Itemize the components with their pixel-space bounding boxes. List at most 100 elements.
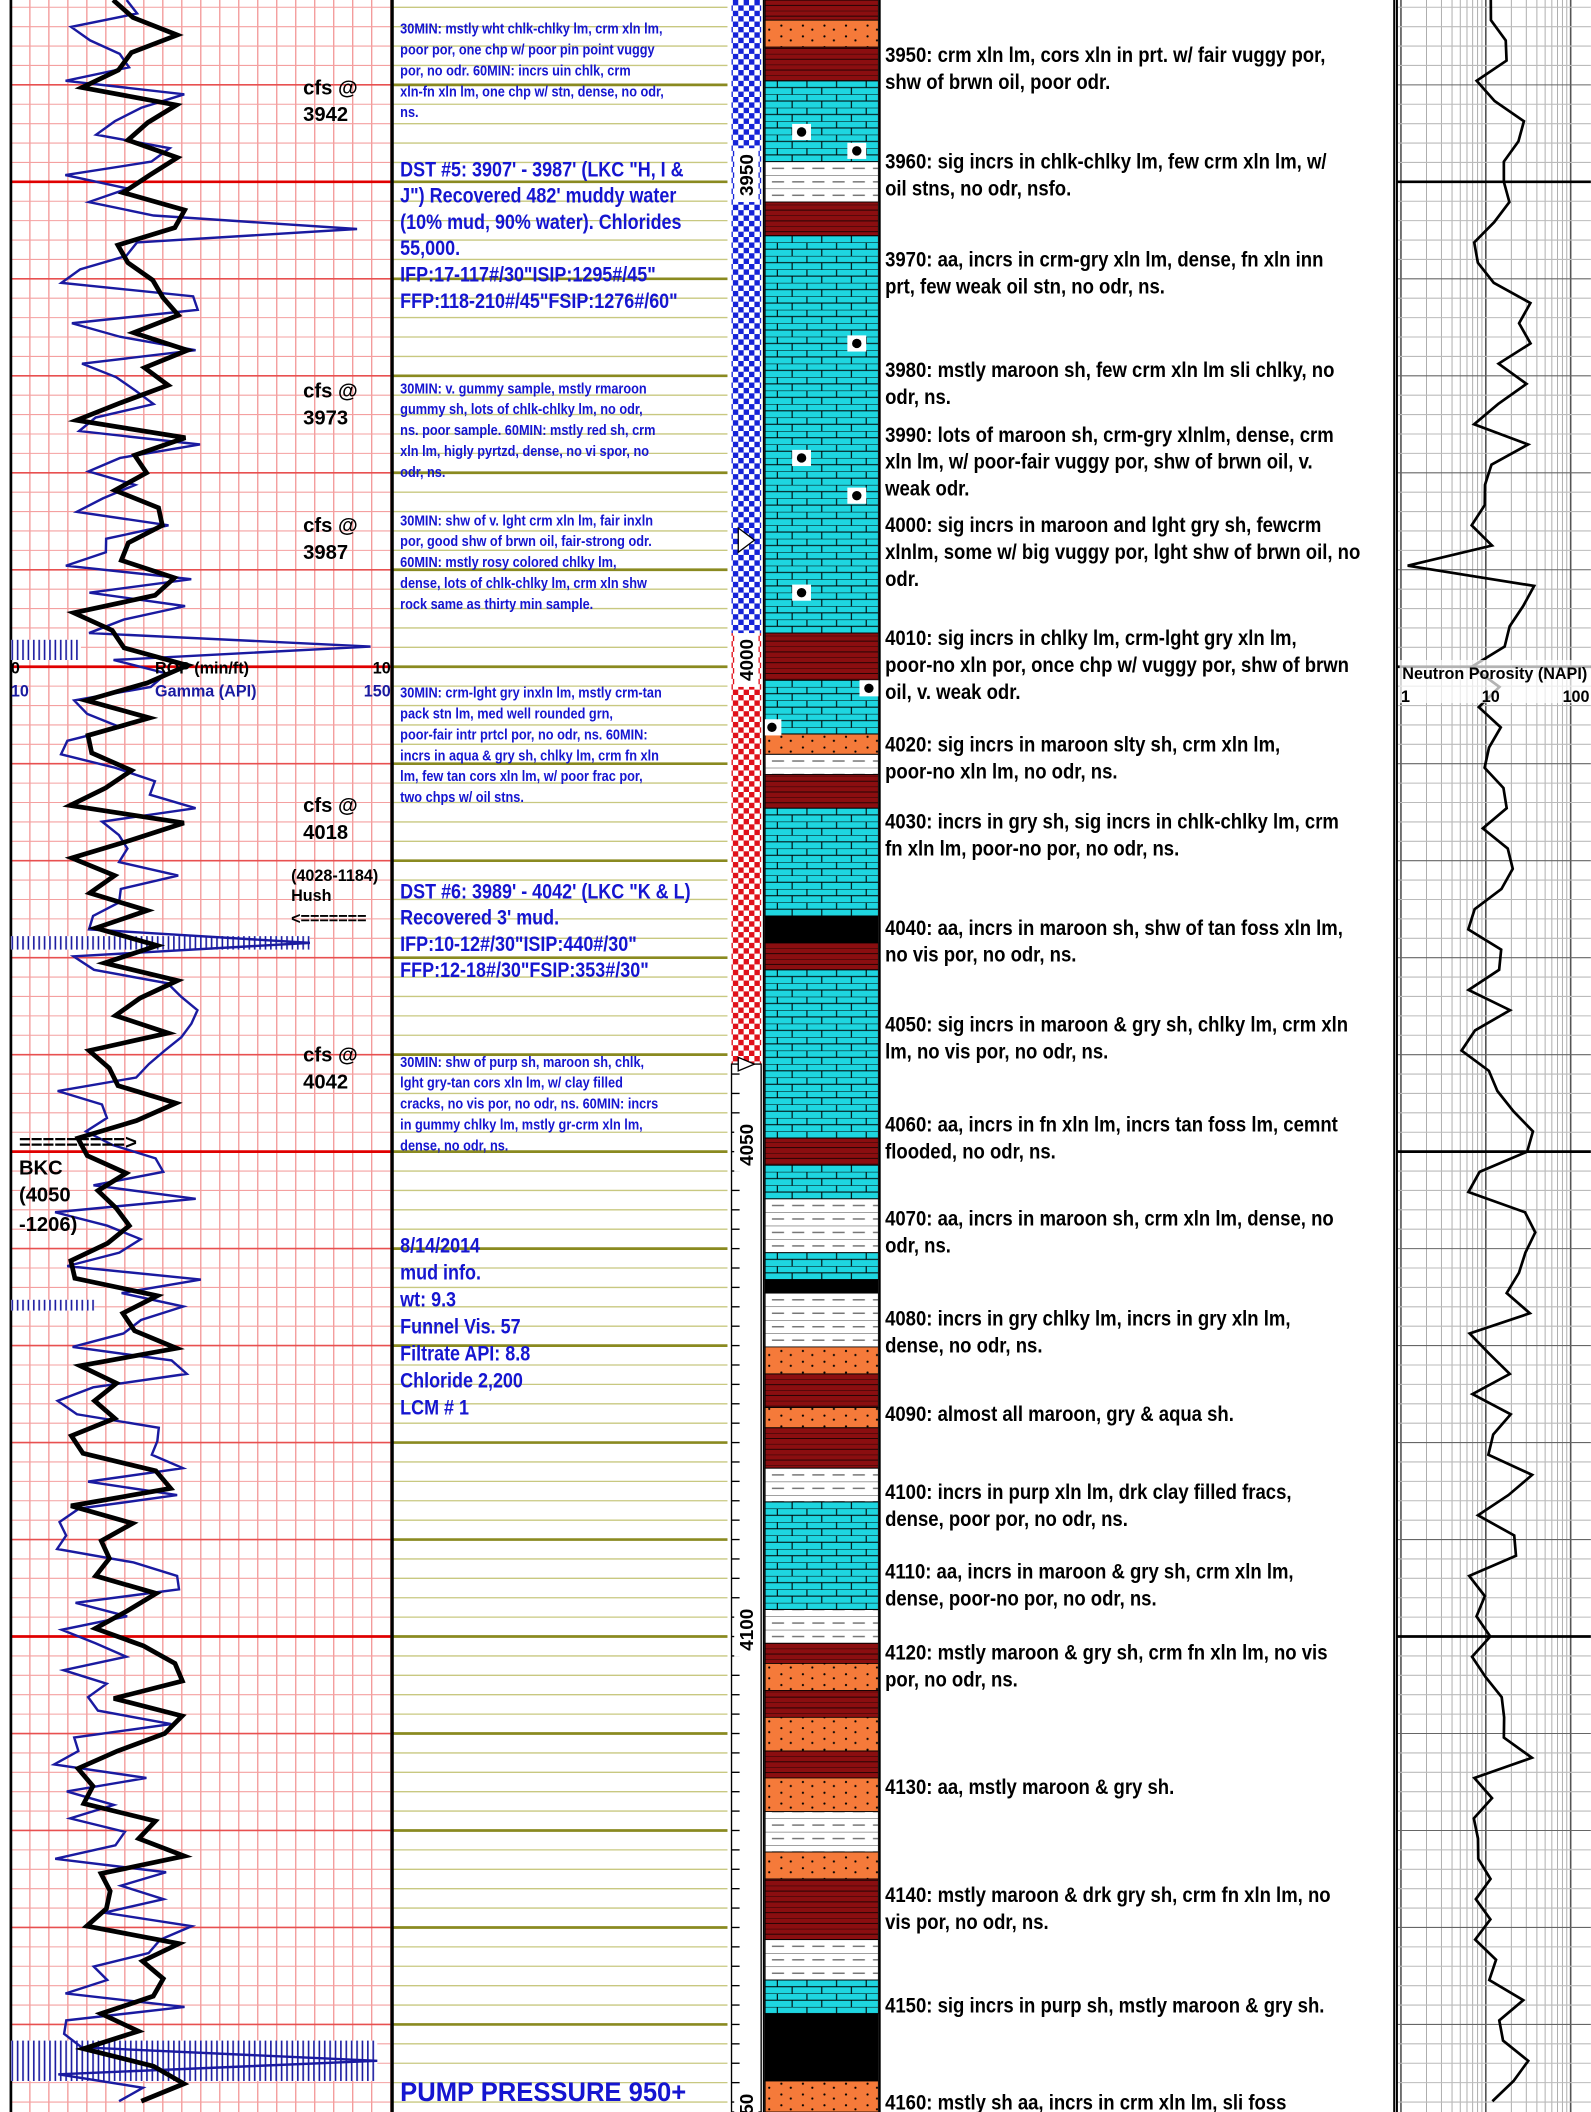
- description-line: fn xln lm, poor-no por, no odr, ns.: [885, 837, 1179, 861]
- description-line: xln lm, w/ poor-fair vuggy por, shw of b…: [885, 451, 1313, 475]
- note-line: IFP:17-117#/30"ISIP:1295#/45": [400, 263, 656, 287]
- lithology: [764, 632, 879, 681]
- lithology: [764, 1198, 879, 1254]
- depth-label: =========>: [19, 1132, 137, 1154]
- description-line: weak odr.: [884, 477, 969, 501]
- depth-label: cfs @: [303, 77, 357, 99]
- description-line: dense, poor-no por, no odr, ns.: [885, 1587, 1157, 1611]
- lithology: [764, 807, 879, 917]
- note-line: 30MIN: shw of purp sh, maroon sh, chlk,: [400, 1053, 644, 1070]
- marker: [737, 526, 756, 554]
- lithology: [764, 1467, 879, 1503]
- description: 4090: almost all maroon, gry & aqua sh.: [885, 1403, 1234, 1427]
- lithology: [764, 1878, 879, 1940]
- description: 4150: sig incrs in purp sh, mstly maroon…: [885, 1994, 1324, 2018]
- description-line: 4000: sig incrs in maroon and lght gry s…: [885, 514, 1321, 538]
- lithology: [764, 1979, 879, 2015]
- depth-label: 4000: [736, 639, 757, 681]
- description-line: 4140: mstly maroon & drk gry sh, crm fn …: [885, 1884, 1331, 1908]
- oil-show: [767, 722, 777, 733]
- lithology: [764, 1690, 879, 1718]
- description: 3960: sig incrs in chlk-chlky lm, few cr…: [885, 150, 1327, 201]
- scale-label: 0: [11, 659, 20, 677]
- hatch-fill: [10, 1299, 95, 1311]
- hatch-fill: [10, 639, 81, 660]
- note-line: rock same as thirty min sample.: [400, 595, 593, 612]
- lithology: [764, 0, 879, 21]
- description: 4020: sig incrs in maroon slty sh, crm x…: [885, 733, 1280, 784]
- lithology: [764, 201, 879, 237]
- description-line: poor-no xln lm, no odr, ns.: [885, 760, 1117, 784]
- marker: [737, 1056, 757, 1072]
- depth-column: [731, 0, 762, 634]
- oil-show: [796, 127, 807, 137]
- depth-column: [730, 1063, 762, 2112]
- note-line: xln-fn xln lm, one chp w/ stn, dense, no…: [400, 82, 664, 99]
- depth-label: 4100: [736, 1609, 757, 1651]
- lithology: [764, 1811, 879, 1853]
- depth-label: <=======: [291, 910, 366, 928]
- depth-label: 4050: [736, 1124, 757, 1166]
- label-bg: [1399, 660, 1591, 704]
- note-line: incrs in aqua & gry sh, chlky lm, crm fn…: [400, 746, 659, 763]
- note: 8/14/2014 mud info. wt: 9.3 Funnel Vis. 57 F…: [399, 1234, 530, 1419]
- note-line: 30MIN: shw of v. lght crm xln lm, fair i…: [400, 511, 653, 528]
- description: 4080: incrs in gry chlky lm, incrs in gr…: [885, 1307, 1290, 1358]
- note-line: 30MIN: v. gummy sample, mstly rmaroon: [400, 379, 647, 396]
- lithology: [764, 1663, 879, 1691]
- lithology: [764, 1501, 879, 1610]
- description-line: 4120: mstly maroon & gry sh, crm fn xln …: [885, 1641, 1327, 1665]
- description-line: xlnlm, some w/ big vuggy por, lght shw o…: [885, 541, 1360, 565]
- description: 4110: aa, incrs in maroon & gry sh, crm …: [885, 1560, 1294, 1611]
- lithology: [764, 733, 879, 755]
- note-line: gummy sh, lots of chlk-chlky lm, no odr,: [400, 400, 642, 417]
- description: 4160: mstly sh aa, incrs in crm xln lm, …: [885, 2091, 1286, 2112]
- description-line: prt, few weak oil stn, no odr, ns.: [885, 275, 1165, 299]
- note-line: Chloride 2,200: [400, 1369, 523, 1393]
- description-line: dense, poor por, no odr, ns.: [885, 1508, 1128, 1532]
- left-grid: [10, 0, 392, 2112]
- depth-label: -1206): [19, 1214, 77, 1236]
- scale-label: Neutron Porosity (NAPI): [1402, 665, 1587, 683]
- note: DST #6: 3989' - 4042' (LKC "K & L)Recove…: [400, 880, 690, 982]
- description-line: 4160: mstly sh aa, incrs in crm xln lm, …: [885, 2091, 1286, 2112]
- note-line: DST #6: 3989' - 4042' (LKC "K & L): [400, 880, 690, 904]
- description-line: 4030: incrs in gry sh, sig incrs in chlk…: [885, 810, 1339, 834]
- note-line: ns.: [400, 103, 418, 120]
- description-line: oil, v. weak odr.: [885, 681, 1020, 705]
- lithology: [764, 235, 879, 634]
- description-line: odr, ns.: [885, 386, 951, 410]
- lithology: [764, 1373, 879, 1408]
- note-line: wt: 9.3: [399, 1288, 456, 1312]
- depth-label: BKC: [19, 1158, 63, 1180]
- depth-label: Hush: [291, 887, 331, 905]
- oil-show: [852, 490, 862, 501]
- description: 3950: crm xln lm, cors xln in prt. w/ fa…: [885, 44, 1325, 95]
- depth-label: 4018: [303, 822, 348, 844]
- lithology: [764, 1642, 879, 1664]
- note: DST #5: 3907' - 3987' (LKC "H, I &J") Re…: [400, 158, 683, 313]
- description-line: oil stns, no odr, nsfo.: [885, 177, 1071, 201]
- description-line: dense, no odr, ns.: [885, 1334, 1042, 1358]
- description-line: shw of brwn oil, poor odr.: [885, 71, 1110, 95]
- hatch-fill: [10, 936, 310, 950]
- lithology: [764, 161, 879, 203]
- note-line: poor-fair intr prtcl por, no odr, ns. 60…: [400, 726, 647, 743]
- lithology: [764, 753, 879, 775]
- scale-label: 100: [1563, 688, 1590, 706]
- description-line: lm, no vis por, no odr, ns.: [885, 1040, 1108, 1064]
- lithology: [764, 19, 879, 48]
- depth-label: 4042: [303, 1071, 348, 1093]
- oil-show: [796, 453, 807, 463]
- note-line: LCM # 1: [400, 1396, 469, 1420]
- description: 3990: lots of maroon sh, crm-gry xlnlm, …: [884, 424, 1334, 501]
- description: 4140: mstly maroon & drk gry sh, crm fn …: [885, 1884, 1331, 1935]
- description: 3970: aa, incrs in crm-gry xln lm, dense…: [885, 248, 1323, 299]
- lithology: [764, 1279, 879, 1294]
- note-line: por, no odr. 60MIN: incrs uin chlk, crm: [400, 61, 630, 78]
- lithology: [764, 969, 879, 1139]
- note-line: FFP:12-18#/30"FSIP:353#/30": [400, 959, 649, 983]
- scale-label: 10: [11, 682, 29, 700]
- description-line: 4090: almost all maroon, gry & aqua sh.: [885, 1403, 1234, 1427]
